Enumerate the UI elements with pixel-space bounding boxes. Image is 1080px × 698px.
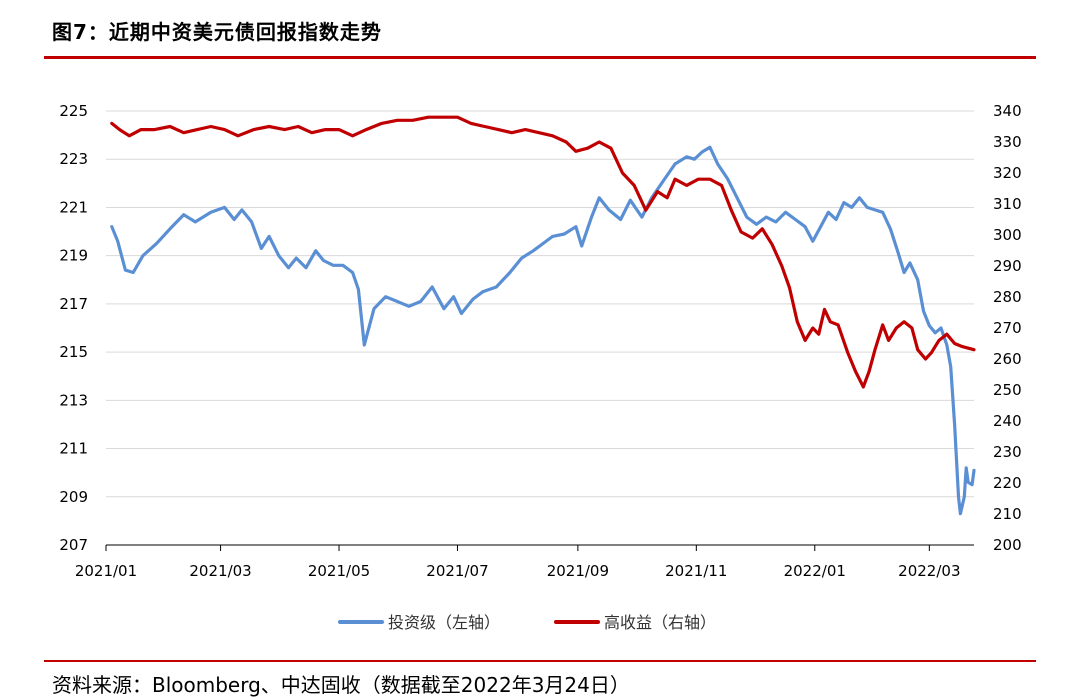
- y-left-tick-label: 209: [59, 488, 88, 506]
- y-left-tick-label: 223: [59, 150, 88, 168]
- y-right-tick-label: 270: [993, 319, 1022, 337]
- x-tick-label: 2021/05: [308, 562, 370, 580]
- y-axis-right: 200 210 220 230 240 250 260 270 280 290 300 310 320 3…: [993, 102, 1022, 554]
- series-line-high-yield: [110, 115, 976, 389]
- y-axis-left: 207 209 211 213 215 217 219 221 223 225: [59, 102, 88, 554]
- y-left-tick-label: 215: [59, 343, 88, 361]
- y-right-tick-label: 340: [993, 102, 1022, 120]
- x-tick-label: 2021/07: [426, 562, 488, 580]
- source-note: 资料来源：Bloomberg、中达固收（数据截至2022年3月24日）: [52, 673, 630, 697]
- y-right-tick-label: 290: [993, 257, 1022, 275]
- x-tick-label: 2022/01: [784, 562, 846, 580]
- series-lines: [110, 115, 976, 516]
- y-left-tick-label: 217: [59, 295, 88, 313]
- x-tick-label: 2021/03: [189, 562, 251, 580]
- x-tick-label: 2021/01: [75, 562, 137, 580]
- line-chart: 2021/01 2021/03 2021/05 2021/07 2021/09 2021/…: [59, 102, 1022, 632]
- x-tick-label: 2021/09: [547, 562, 609, 580]
- title-rule: [44, 56, 1036, 59]
- y-left-tick-label: 225: [59, 102, 88, 120]
- y-right-tick-label: 250: [993, 381, 1022, 399]
- y-right-tick-label: 220: [993, 474, 1022, 492]
- y-left-tick-label: 213: [59, 391, 88, 409]
- y-right-tick-label: 300: [993, 226, 1022, 244]
- y-left-tick-label: 211: [59, 440, 88, 458]
- y-right-tick-label: 200: [993, 536, 1022, 554]
- legend-label: 投资级（左轴）: [388, 613, 500, 632]
- x-tick-label: 2022/03: [898, 562, 960, 580]
- series-line-investment-grade: [110, 145, 976, 516]
- y-right-tick-label: 230: [993, 443, 1022, 461]
- legend-label: 高收益（右轴）: [604, 613, 716, 632]
- y-right-tick-label: 330: [993, 133, 1022, 151]
- y-left-tick-label: 219: [59, 247, 88, 265]
- y-left-tick-label: 207: [59, 536, 88, 554]
- y-right-tick-label: 320: [993, 164, 1022, 182]
- grid-lines: [106, 110, 974, 546]
- y-left-tick-label: 221: [59, 198, 88, 216]
- figure-title: 图7：近期中资美元债回报指数走势: [52, 20, 382, 44]
- y-right-tick-label: 260: [993, 350, 1022, 368]
- y-right-tick-label: 240: [993, 412, 1022, 430]
- y-right-tick-label: 210: [993, 505, 1022, 523]
- legend: 投资级（左轴） 高收益（右轴）: [338, 613, 716, 632]
- y-right-tick-label: 280: [993, 288, 1022, 306]
- x-tick-label: 2021/11: [665, 562, 727, 580]
- footer-rule: [44, 660, 1036, 662]
- x-axis: 2021/01 2021/03 2021/05 2021/07 2021/09 2021/…: [75, 544, 974, 580]
- y-right-tick-label: 310: [993, 195, 1022, 213]
